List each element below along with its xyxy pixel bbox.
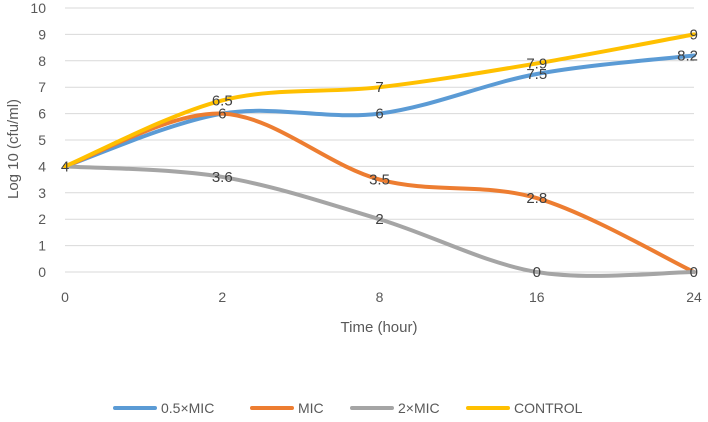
x-tick-label: 2: [218, 289, 226, 305]
y-tick-label: 9: [38, 26, 46, 42]
y-tick-label: 8: [38, 53, 46, 69]
data-label: 6: [218, 106, 226, 123]
x-axis-ticks: 0 2 8 16 24: [61, 289, 702, 305]
data-label: 8.2: [677, 48, 698, 65]
x-tick-label: 8: [376, 289, 384, 305]
gridlines: [65, 7, 694, 273]
x-tick-label: 24: [686, 289, 702, 305]
series-line-mic: [63, 111, 696, 274]
data-label: 7.5: [526, 66, 547, 83]
legend-entry: 0.5×MIC: [161, 400, 214, 416]
data-label: 7.9: [526, 55, 547, 72]
series-line-0-5-mic: [63, 53, 696, 169]
y-tick-label: 4: [38, 158, 46, 174]
y-tick-label: 3: [38, 185, 46, 201]
y-tick-label: 0: [38, 264, 46, 280]
data-label: 2.8: [526, 190, 547, 207]
legend-entry: MIC: [298, 400, 324, 416]
y-tick-label: 7: [38, 79, 46, 95]
series-line-2-mic: [63, 164, 696, 278]
data-labels: 6 7.5 8.2 6 3.5 2.8 0 3.6 2 0 4 6.5 7 7.9 9: [61, 26, 698, 281]
data-label: 0: [690, 264, 698, 281]
y-tick-label: 6: [38, 106, 46, 122]
legend-entry: 2×MIC: [398, 400, 440, 416]
y-axis-ticks: 0 1 2 3 4 5 6 7 8 9 10: [30, 0, 46, 280]
x-tick-label: 16: [529, 289, 545, 305]
legend-entry: CONTROL: [514, 400, 583, 416]
data-label: 7: [375, 79, 383, 96]
y-tick-label: 2: [38, 211, 46, 227]
x-tick-label: 0: [61, 289, 69, 305]
series-line-control: [63, 32, 696, 169]
data-label: 3.6: [212, 169, 233, 186]
data-label: 6.5: [212, 92, 233, 109]
y-tick-label: 5: [38, 132, 46, 148]
x-axis-label: Time (hour): [341, 319, 418, 336]
y-tick-label: 1: [38, 238, 46, 254]
data-label: 9: [690, 26, 698, 43]
data-label: 4: [61, 158, 69, 175]
data-label: 0: [533, 264, 541, 281]
legend: 0.5×MIC MIC 2×MIC CONTROL: [113, 400, 583, 416]
y-axis-label: Log 10 (cfu/ml): [5, 99, 22, 199]
series-lines: [63, 32, 696, 278]
data-label: 3.5: [369, 172, 390, 189]
y-tick-label: 10: [30, 0, 46, 16]
data-label: 2: [375, 211, 383, 228]
data-label: 6: [375, 106, 383, 123]
